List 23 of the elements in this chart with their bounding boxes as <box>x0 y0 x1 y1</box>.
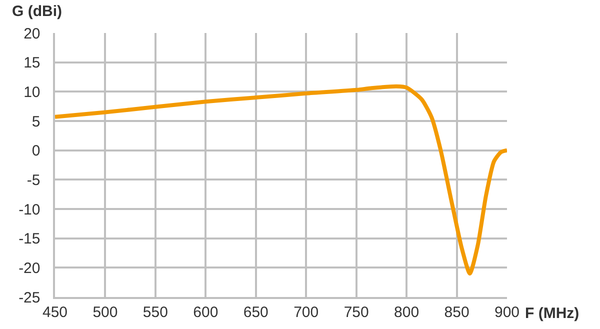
x-tick-label: 900 <box>494 304 520 321</box>
x-tick-label: 650 <box>243 304 268 321</box>
y-tick-label: -5 <box>26 172 40 189</box>
x-tick-label: 750 <box>344 304 369 321</box>
x-axis-title: F (MHz) <box>525 305 580 322</box>
y-tick-label: 5 <box>32 113 40 130</box>
y-axis-title: G (dBi) <box>12 3 62 20</box>
x-tick-label: 700 <box>294 304 319 321</box>
y-tick-label: 0 <box>32 142 40 160</box>
y-tick-label: 15 <box>24 54 40 72</box>
y-tick-label: 10 <box>24 84 40 101</box>
line-series <box>55 84 507 276</box>
x-tick-label: 800 <box>394 304 420 321</box>
x-tick-label: 450 <box>42 304 68 321</box>
y-tick-label: -15 <box>18 230 40 248</box>
y-tick-label: 20 <box>24 25 40 42</box>
x-tick-label: 850 <box>444 304 470 321</box>
x-tick-label: 550 <box>142 304 168 321</box>
y-tick-label: -25 <box>18 289 40 306</box>
y-tick-label: -10 <box>18 201 40 218</box>
y-tick-label: -20 <box>18 260 40 277</box>
x-tick-label: 500 <box>92 304 118 321</box>
x-tick-label: 600 <box>193 304 218 321</box>
